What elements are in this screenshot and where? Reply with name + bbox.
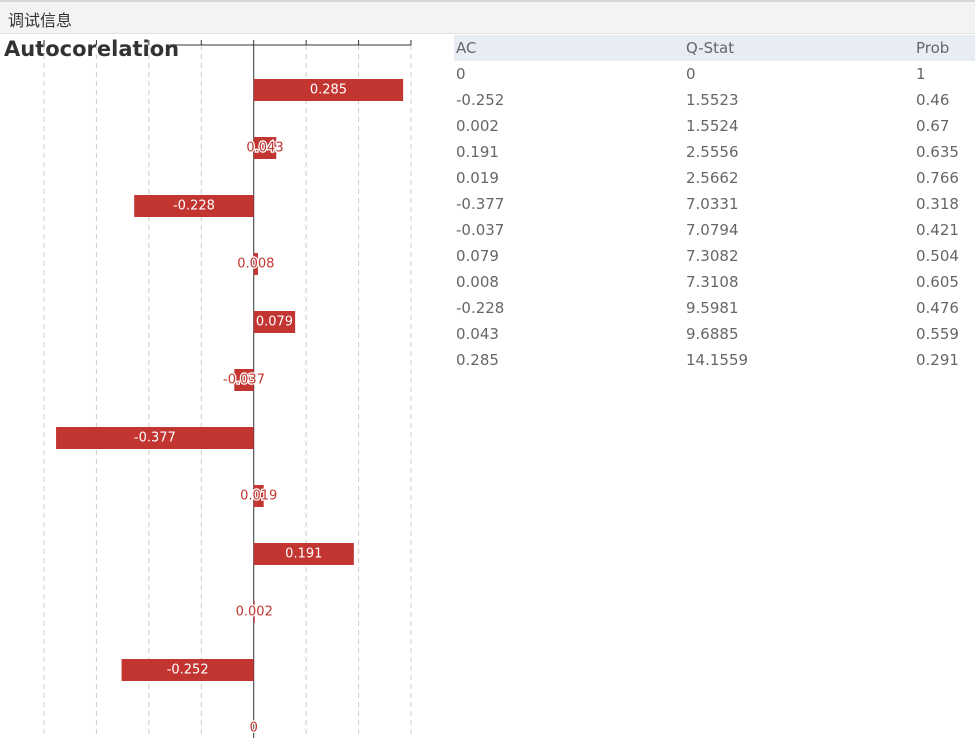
table-cell: 0.285 xyxy=(456,351,499,369)
title-bar-text: 调试信息 xyxy=(8,11,73,30)
table-cell: -0.252 xyxy=(456,91,505,109)
table-row: -0.228 9.5981 0.476 xyxy=(454,295,975,321)
bar xyxy=(253,601,255,623)
column-header: AC xyxy=(454,35,684,61)
table-cell: 0.504 xyxy=(916,247,959,265)
table-cell: 0.191 xyxy=(456,143,499,161)
table-header: AC Q-Stat Prob xyxy=(454,35,975,61)
data-label: -0.377 xyxy=(134,431,176,446)
table-row: -0.377 7.0331 0.318 xyxy=(454,191,975,217)
table-cell: 0.043 xyxy=(456,325,499,343)
bar xyxy=(121,659,254,681)
chart: Autocorelation 0 -0.252 0.002 0.191 0.019 -0.… xyxy=(4,37,412,738)
table-row: -0.037 7.0794 0.421 xyxy=(454,217,975,243)
table-cell: 7.3108 xyxy=(686,273,739,291)
table-cell: 0 xyxy=(686,65,696,83)
table-cell: 7.0331 xyxy=(686,195,739,213)
column-header: Q-Stat xyxy=(684,35,914,61)
chart-title: Autocorelation xyxy=(4,37,179,61)
table-cell: 0.318 xyxy=(916,195,959,213)
data-label: -0.037 xyxy=(223,373,265,388)
table-cell: 0.008 xyxy=(456,273,499,291)
table-cell: -0.228 xyxy=(456,299,505,317)
data-label: 0.002 xyxy=(236,605,273,620)
bar xyxy=(253,543,354,565)
table-row: 0.002 1.5524 0.67 xyxy=(454,113,975,139)
table-row: 0.008 7.3108 0.605 xyxy=(454,269,975,295)
data-label: 0.008 xyxy=(237,257,274,272)
table-cell: 0.421 xyxy=(916,221,959,239)
table-cell: 0.559 xyxy=(916,325,959,343)
table: AC Q-Stat Prob 0 0 1 -0.252 1.5523 0.46 0.002 1.55… xyxy=(454,35,975,373)
data-label: -0.252 xyxy=(167,663,209,678)
table-cell: -0.377 xyxy=(456,195,505,213)
table-cell: 1.5524 xyxy=(686,117,739,135)
table-cell: -0.037 xyxy=(456,221,505,239)
table-cell: 0.605 xyxy=(916,273,959,291)
table-row: 0.285 14.1559 0.291 xyxy=(454,347,975,373)
bar xyxy=(253,311,296,333)
table-cell: 7.3082 xyxy=(686,247,739,265)
table-cell: 0.079 xyxy=(456,247,499,265)
data-label: 0.019 xyxy=(240,489,277,504)
table-row: 0.191 2.5556 0.635 xyxy=(454,139,975,165)
table-cell: 9.6885 xyxy=(686,325,739,343)
table-cell: 9.5981 xyxy=(686,299,739,317)
column-header: Prob xyxy=(914,35,975,61)
table-cell: 14.1559 xyxy=(686,351,749,369)
table-row: -0.252 1.5523 0.46 xyxy=(454,87,975,113)
bar xyxy=(134,195,254,217)
table-cell: 2.5662 xyxy=(686,169,739,187)
table-cell: 0.635 xyxy=(916,143,959,161)
table-row: 0.079 7.3082 0.504 xyxy=(454,243,975,269)
data-label: -0.228 xyxy=(173,199,215,214)
data-label: 0 xyxy=(250,721,258,736)
table-cell: 0.766 xyxy=(916,169,959,187)
bar xyxy=(253,253,258,275)
title-bar: 调试信息 xyxy=(0,0,975,34)
table-cell: 0.46 xyxy=(916,91,950,109)
table-row: 0.043 9.6885 0.559 xyxy=(454,321,975,347)
table-row: 0 0 1 xyxy=(454,61,975,87)
bar xyxy=(253,137,277,159)
table-cell: 0.291 xyxy=(916,351,959,369)
data-label: 0.191 xyxy=(285,547,322,562)
table-cell: 1 xyxy=(916,65,926,83)
table-cell: 0.476 xyxy=(916,299,959,317)
table-cell: 1.5523 xyxy=(686,91,739,109)
table-body: 0 0 1 -0.252 1.5523 0.46 0.002 1.5524 0.67 0.191 2… xyxy=(454,61,975,373)
data-label: 0.079 xyxy=(256,315,293,330)
table-cell: 0 xyxy=(456,65,466,83)
bar xyxy=(253,79,404,101)
data-label: 0.285 xyxy=(310,83,347,98)
data-label: 0.043 xyxy=(246,141,283,156)
table-cell: 0.002 xyxy=(456,117,499,135)
table-cell: 7.0794 xyxy=(686,221,739,239)
table-cell: 0.67 xyxy=(916,117,950,135)
bar xyxy=(56,427,254,449)
table-cell: 2.5556 xyxy=(686,143,739,161)
table-row: 0.019 2.5662 0.766 xyxy=(454,165,975,191)
bar xyxy=(234,369,254,391)
table-cell: 0.019 xyxy=(456,169,499,187)
bar xyxy=(253,485,264,507)
